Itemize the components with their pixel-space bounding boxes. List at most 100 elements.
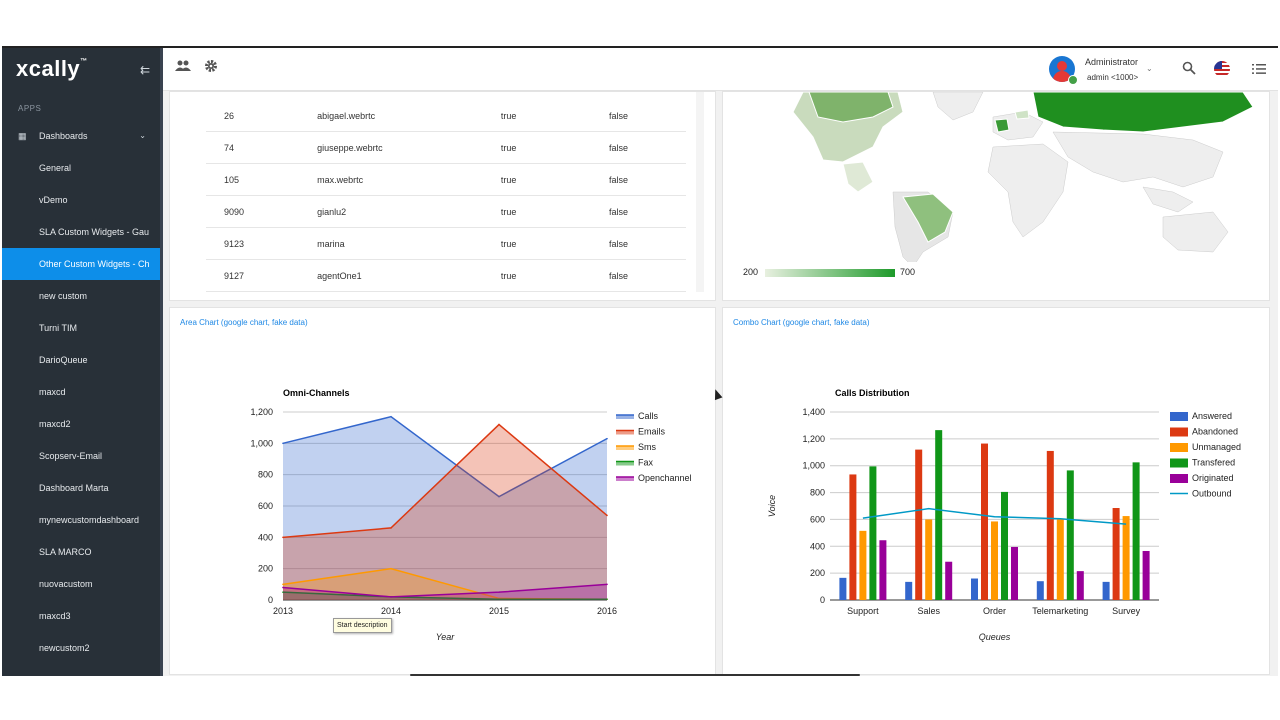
sidebar-item[interactable]: Scopserv-Email [39, 451, 103, 461]
table-cell: false [609, 163, 686, 196]
x-tick-label: 2016 [597, 606, 617, 616]
y-tick-label: 800 [810, 488, 825, 498]
area-series-calls [283, 416, 607, 600]
map-legend-gradient [765, 269, 895, 277]
sidebar-item[interactable]: DarioQueue [39, 355, 88, 365]
data-point [606, 437, 608, 440]
collapse-sidebar-icon[interactable]: ⇇ [140, 63, 151, 77]
bar-answered [1102, 581, 1110, 600]
table-cell: true [500, 100, 610, 132]
sidebar-item[interactable]: maxcd3 [39, 611, 71, 621]
sidebar-item[interactable]: maxcd [39, 387, 66, 397]
data-point [498, 598, 500, 601]
list-menu-icon[interactable] [1252, 62, 1266, 78]
x-tick-label: 2015 [489, 606, 509, 616]
sidebar-group-dashboards[interactable]: ▦ Dashboards ⌄ [2, 120, 160, 152]
table-row[interactable]: 74 giuseppe.webrtc true false [206, 131, 686, 164]
y-tick-label: 1,000 [802, 461, 825, 471]
table-cell: false [609, 227, 686, 260]
legend-label: Emails [638, 427, 666, 437]
sidebar-item[interactable]: nuovacustom [39, 579, 93, 589]
y-tick-label: 400 [258, 532, 273, 542]
search-icon[interactable] [1182, 61, 1196, 78]
bar-answered [839, 577, 847, 600]
dashboard-content: 26 abigael.webrtc true false 74 giuseppe.webr… [163, 91, 1278, 676]
table-row[interactable]: 105 max.webrtc true false [206, 163, 686, 196]
bar-originated [1076, 571, 1084, 600]
gear-icon[interactable] [204, 59, 218, 76]
sidebar-item[interactable]: vDemo [39, 195, 68, 205]
data-point [606, 598, 608, 601]
x-tick-label: Telemarketing [1032, 606, 1088, 616]
data-point [282, 586, 284, 589]
widget-title[interactable]: Area Chart (google chart, fake data) [180, 318, 308, 327]
y-tick-label: 1,200 [250, 407, 273, 417]
data-point [606, 583, 608, 586]
sidebar-item[interactable]: Dashboard Marta [39, 483, 109, 493]
sidebar-item[interactable]: Turni TIM [39, 323, 78, 333]
data-point [390, 596, 392, 598]
legend-swatch [616, 415, 634, 419]
line-series-emails [282, 423, 608, 539]
table-row[interactable]: 9090 gianlu2 true false [206, 195, 686, 228]
user-name[interactable]: Administrator [1085, 57, 1139, 67]
data-point [606, 514, 608, 517]
table-row[interactable]: 26 abigael.webrtc true false [206, 100, 686, 132]
user-extension[interactable]: admin <1000> [1087, 73, 1139, 82]
world-map[interactable] [723, 92, 1269, 268]
table-cell: false [609, 259, 686, 292]
legend-label: Unmanaged [1192, 442, 1241, 452]
geo-map-widget: 200 700 [722, 91, 1270, 301]
agents-table-widget: 26 abigael.webrtc true false 74 giuseppe.webr… [169, 91, 716, 301]
us-flag-icon[interactable] [1214, 61, 1230, 77]
bar-answered [905, 581, 913, 600]
table-row[interactable]: 9123 marina true false [206, 227, 686, 260]
legend-label: Originated [1192, 473, 1234, 483]
bar-abandoned [849, 474, 857, 600]
sidebar-item[interactable]: Other Custom Widgets - Ch [2, 248, 160, 280]
brand-logo[interactable]: xcally™ [16, 56, 88, 81]
sidebar: xcally™ ⇇ APPS ▦ Dashboards ⌄ General vDe… [2, 48, 160, 676]
table-cell: 9090 [206, 195, 318, 228]
sidebar-item[interactable]: SLA MARCO [39, 547, 92, 557]
bar-transfered [1001, 491, 1008, 600]
data-point [282, 442, 284, 445]
y-tick-label: 600 [810, 514, 825, 524]
bar-answered [1036, 581, 1044, 600]
line-series-fax [282, 591, 607, 600]
bar-unmanaged [1122, 516, 1130, 600]
sidebar-scrollbar[interactable] [160, 48, 163, 676]
sidebar-item[interactable]: new custom [39, 291, 88, 301]
sidebar-item[interactable]: maxcd4 [2, 664, 160, 676]
chevron-down-icon[interactable]: ⌄ [1146, 64, 1153, 73]
y-tick-label: 200 [810, 568, 825, 578]
table-cell: false [609, 195, 686, 228]
bar-originated [1142, 550, 1150, 600]
sidebar-item[interactable]: General [39, 163, 72, 173]
online-status-icon [1068, 75, 1078, 85]
sidebar-item[interactable]: newcustom2 [39, 643, 90, 653]
y-tick-label: 200 [258, 564, 273, 574]
data-point [498, 591, 500, 593]
legend-label: Abandoned [1192, 427, 1238, 437]
sidebar-item[interactable]: mynewcustomdashboard [39, 515, 140, 525]
table-cell: max.webrtc [317, 163, 501, 196]
agents-icon[interactable] [175, 59, 191, 76]
combo-chart: Calls Distribution 0 200 400 600 800 1,000 1,20… [767, 388, 1241, 642]
widget-title[interactable]: Combo Chart (google chart, fake data) [733, 318, 870, 327]
table-cell: true [500, 227, 610, 260]
table-scrollbar[interactable] [696, 92, 704, 292]
legend-swatch [616, 477, 634, 481]
table-cell: false [609, 100, 686, 132]
chart-tooltip: Start description [333, 618, 392, 633]
y-tick-label: 1,000 [250, 438, 273, 448]
sidebar-item[interactable]: maxcd2 [39, 419, 71, 429]
area-chart: Omni-Channels 0 200 400 600 800 1,000 1,200 2013… [250, 388, 691, 642]
sidebar-group-label: Dashboards [39, 131, 88, 141]
table-cell: true [500, 163, 610, 196]
table-row[interactable]: 9127 agentOne1 true false [206, 259, 686, 292]
sidebar-item[interactable]: SLA Custom Widgets - Gau [39, 227, 150, 237]
legend-swatch [1170, 427, 1188, 437]
area-series-emails [283, 424, 607, 600]
chart-title: Calls Distribution [835, 388, 910, 398]
